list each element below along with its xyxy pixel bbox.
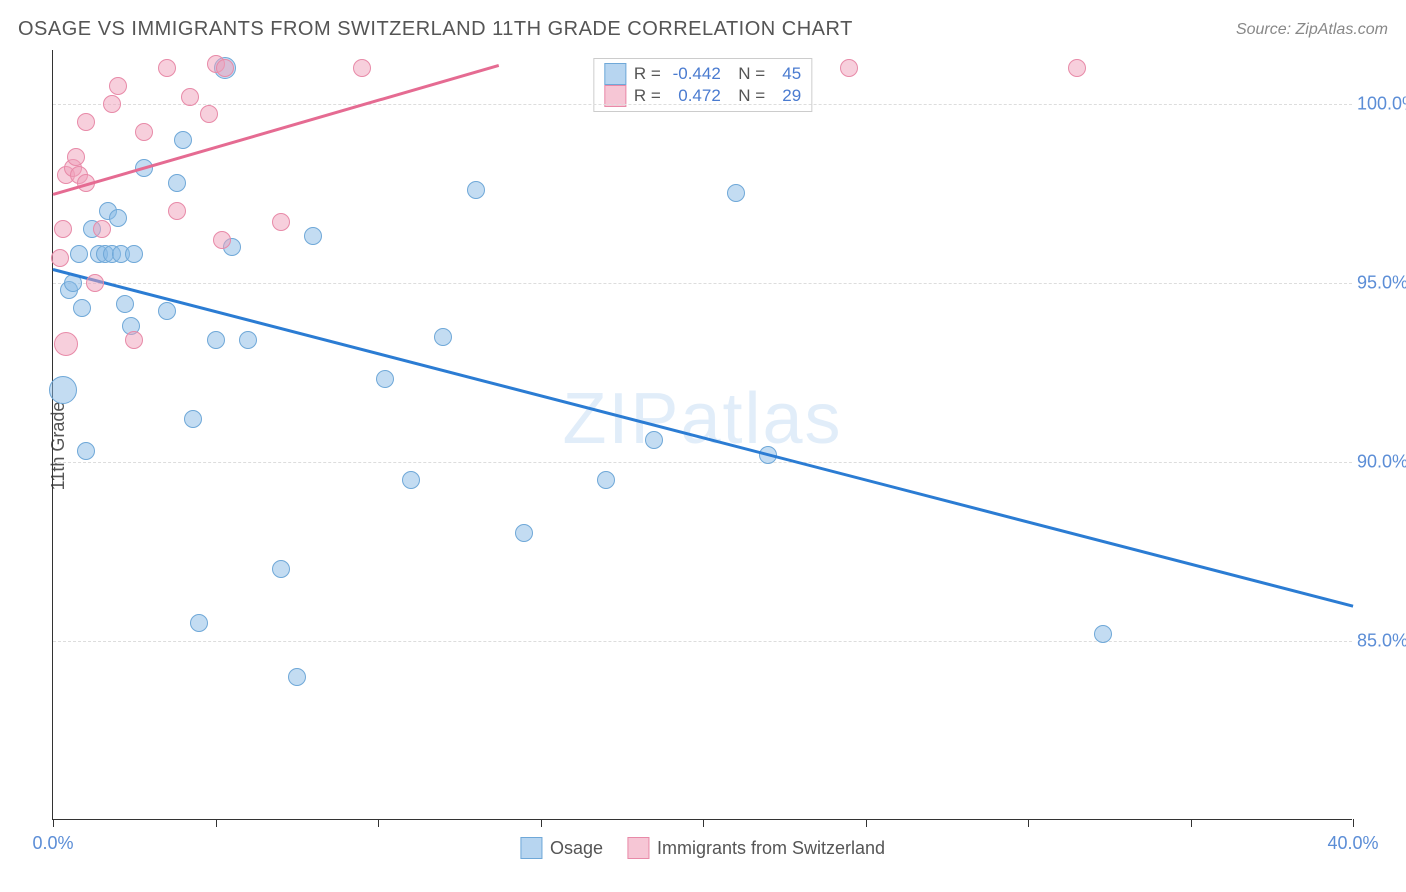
- data-point: [200, 105, 218, 123]
- data-point: [168, 202, 186, 220]
- data-point: [158, 302, 176, 320]
- gridline: [53, 462, 1352, 463]
- data-point: [467, 181, 485, 199]
- swatch-icon: [604, 63, 626, 85]
- y-tick-label: 85.0%: [1357, 630, 1406, 651]
- x-tick: [703, 819, 704, 827]
- data-point: [353, 59, 371, 77]
- data-point: [376, 370, 394, 388]
- data-point: [77, 113, 95, 131]
- trendline: [53, 268, 1354, 607]
- data-point: [73, 299, 91, 317]
- source-attribution: Source: ZipAtlas.com: [1236, 21, 1388, 39]
- data-point: [272, 213, 290, 231]
- data-point: [434, 328, 452, 346]
- data-point: [116, 295, 134, 313]
- data-point: [288, 668, 306, 686]
- data-point: [54, 220, 72, 238]
- x-tick: [1191, 819, 1192, 827]
- data-point: [190, 614, 208, 632]
- data-point: [216, 59, 234, 77]
- legend-item-osage: Osage: [520, 837, 603, 859]
- gridline: [53, 641, 1352, 642]
- data-point: [109, 77, 127, 95]
- x-tick-label: 40.0%: [1327, 833, 1378, 854]
- data-point: [54, 332, 78, 356]
- x-tick: [1353, 819, 1354, 827]
- y-tick-label: 100.0%: [1357, 93, 1406, 114]
- data-point: [181, 88, 199, 106]
- data-point: [239, 331, 257, 349]
- swatch-icon: [520, 837, 542, 859]
- data-point: [67, 148, 85, 166]
- data-point: [125, 245, 143, 263]
- data-point: [70, 245, 88, 263]
- data-point: [184, 410, 202, 428]
- chart-title: OSAGE VS IMMIGRANTS FROM SWITZERLAND 11T…: [18, 18, 853, 41]
- x-tick: [216, 819, 217, 827]
- data-point: [168, 174, 186, 192]
- data-point: [207, 331, 225, 349]
- data-point: [402, 471, 420, 489]
- data-point: [840, 59, 858, 77]
- data-point: [103, 95, 121, 113]
- stat-n-value: 45: [773, 64, 801, 84]
- watermark: ZIPatlas: [562, 378, 842, 460]
- data-point: [125, 331, 143, 349]
- x-tick: [378, 819, 379, 827]
- data-point: [93, 220, 111, 238]
- data-point: [135, 123, 153, 141]
- stat-r-value: -0.442: [669, 64, 721, 84]
- data-point: [304, 227, 322, 245]
- swatch-icon: [627, 837, 649, 859]
- x-tick: [541, 819, 542, 827]
- legend-label: Osage: [550, 838, 603, 859]
- y-tick-label: 95.0%: [1357, 272, 1406, 293]
- data-point: [77, 442, 95, 460]
- y-tick-label: 90.0%: [1357, 451, 1406, 472]
- data-point: [213, 231, 231, 249]
- legend-item-switzerland: Immigrants from Switzerland: [627, 837, 885, 859]
- x-tick-label: 0.0%: [32, 833, 73, 854]
- scatter-chart: ZIPatlas R = -0.442 N = 45 R = 0.472 N =…: [52, 50, 1352, 820]
- data-point: [86, 274, 104, 292]
- gridline: [53, 283, 1352, 284]
- gridline: [53, 104, 1352, 105]
- data-point: [645, 431, 663, 449]
- legend-label: Immigrants from Switzerland: [657, 838, 885, 859]
- data-point: [49, 376, 77, 404]
- data-point: [272, 560, 290, 578]
- data-point: [109, 209, 127, 227]
- stat-label: R =: [634, 64, 661, 84]
- data-point: [1068, 59, 1086, 77]
- stat-label: N =: [729, 64, 765, 84]
- data-point: [158, 59, 176, 77]
- legend: Osage Immigrants from Switzerland: [520, 837, 885, 859]
- data-point: [174, 131, 192, 149]
- data-point: [515, 524, 533, 542]
- data-point: [1094, 625, 1112, 643]
- stats-row-osage: R = -0.442 N = 45: [604, 63, 801, 85]
- data-point: [597, 471, 615, 489]
- x-tick: [53, 819, 54, 827]
- x-tick: [1028, 819, 1029, 827]
- x-tick: [866, 819, 867, 827]
- data-point: [51, 249, 69, 267]
- data-point: [727, 184, 745, 202]
